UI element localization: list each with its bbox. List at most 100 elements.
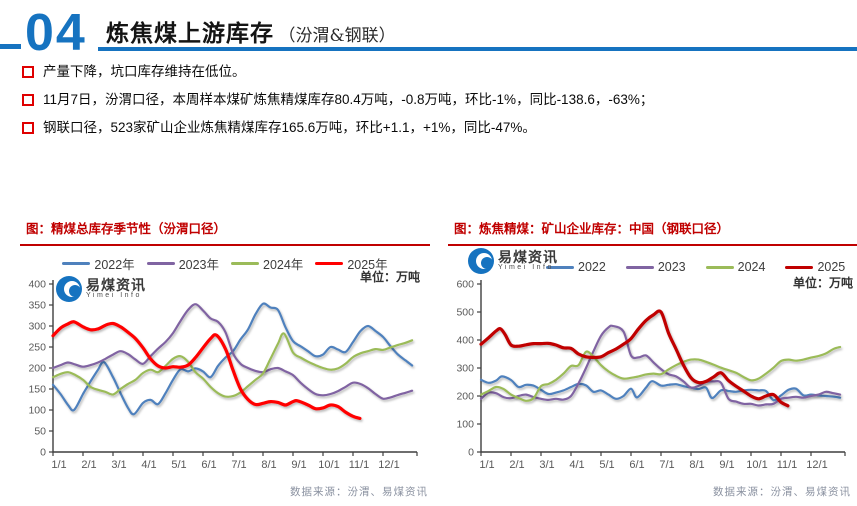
legend-item-2024: 2024年: [231, 254, 303, 273]
bullet-square-icon: [22, 94, 34, 106]
legend-label: 2023: [657, 260, 686, 274]
y-tick-label: 400: [456, 335, 474, 347]
y-tick-label: 400: [28, 279, 46, 291]
bullet-square-icon: [22, 66, 34, 78]
chart-title-rule: [448, 244, 857, 246]
legend-swatch: [625, 265, 654, 269]
series-line-2025: [479, 309, 790, 408]
y-tick-label: 50: [34, 426, 46, 438]
yimei-logo-icon: [56, 276, 82, 302]
x-tick-label: 5/1: [171, 459, 186, 471]
bullet-text: 11月7日，汾渭口径，本周样本煤矿炼焦精煤库存80.4万吨，-0.8万吨，环比-…: [43, 92, 654, 107]
bullet-item: 钢联口径，523家矿山企业炼焦精煤库存165.6万吨，环比+1.1，+1%，同比…: [22, 120, 653, 136]
series-line-2024: [479, 345, 842, 402]
x-tick-label: 6/1: [629, 459, 644, 471]
legend-label: 2025年: [347, 258, 388, 272]
series-line-2023: [479, 324, 842, 407]
legend-item-2024: 2024: [705, 260, 766, 274]
legend-swatch: [785, 265, 814, 269]
y-tick-label: 300: [28, 321, 46, 333]
x-tick-label: 10/1: [318, 459, 339, 471]
y-tick-label: 350: [28, 300, 46, 312]
watermark-en: Yimei Info: [498, 264, 554, 271]
x-tick-label: 7/1: [659, 459, 674, 471]
fenwei-inventory-line-chart: 0 50 100 150 200 250 300 350 400 1/1 2/1 3/1 4/1 5/1 6…: [28, 279, 418, 471]
x-tick-label: 3/1: [111, 459, 126, 471]
yimei-watermark-logo: 易煤资讯 Yimei Info: [468, 248, 558, 274]
legend-item-2023: 2023年: [146, 254, 219, 273]
y-tick-label: 500: [456, 307, 474, 319]
legend-label: 2024年: [263, 258, 304, 272]
page-title-row: 炼焦煤上游库存 （汾渭&钢联）: [106, 14, 396, 48]
chart-panel-fenwei: 图：精煤总库存季节性（汾渭口径） 2022年 2023年 2024年 2025年 单位…: [20, 218, 430, 506]
page-subtitle: （汾渭&钢联）: [278, 26, 396, 46]
x-tick-label: 1/1: [479, 459, 494, 471]
x-tick-label: 8/1: [261, 459, 276, 471]
section-number: 04: [25, 4, 87, 62]
legend-item-2022: 2022: [546, 260, 606, 274]
y-tick-label: 0: [468, 447, 474, 459]
chart-legend: 2022年 2023年 2024年 2025年: [20, 254, 430, 273]
x-tick-label: 4/1: [141, 459, 156, 471]
y-tick-label: 150: [28, 384, 46, 396]
y-tick-label: 250: [28, 342, 46, 354]
header-rule: [98, 47, 857, 51]
x-tick-label: 2/1: [509, 459, 524, 471]
chart-title-rule: [20, 244, 430, 246]
series-line-2024: [51, 332, 414, 398]
x-tick-label: 4/1: [569, 459, 584, 471]
x-tick-label: 11/1: [349, 459, 370, 471]
watermark-cn: 易煤资讯: [498, 249, 558, 265]
chart-title: 图：精煤总库存季节性（汾渭口径）: [26, 222, 227, 236]
yimei-watermark-logo: 易煤资讯 Yimei Info: [56, 276, 146, 302]
y-tick-label: 100: [28, 405, 46, 417]
legend-label: 2025: [817, 260, 846, 274]
unit-label: 单位：万吨: [792, 276, 853, 290]
series-line-2022: [479, 375, 842, 402]
y-tick-label: 100: [456, 419, 474, 431]
data-source-label: 数据来源：汾渭、易煤资讯: [290, 486, 428, 498]
bullet-square-icon: [22, 122, 34, 134]
y-tick-label: 0: [40, 447, 46, 459]
x-tick-label: 5/1: [599, 459, 614, 471]
y-tick-label: 600: [456, 279, 474, 291]
x-tick-label: 12/1: [806, 459, 827, 471]
x-tick-label: 2/1: [81, 459, 96, 471]
ganglian-inventory-line-chart: 0 100 200 300 400 500 600 1/1 2/1 3/1 4/1 5/1 6/1 7/1…: [456, 279, 846, 471]
unit-label: 单位：万吨: [359, 270, 420, 284]
legend-label: 2024: [737, 260, 766, 274]
x-tick-label: 10/1: [746, 459, 767, 471]
legend-item-2022: 2022年: [62, 254, 135, 273]
legend-swatch: [146, 262, 175, 265]
legend-swatch: [231, 262, 259, 265]
legend-label: 2023年: [178, 258, 219, 272]
watermark-en: Yimei Info: [86, 292, 142, 299]
x-tick-label: 7/1: [231, 459, 246, 471]
data-source-label: 数据来源：汾渭、易煤资讯: [713, 486, 851, 498]
legend-item-2025: 2025: [785, 260, 845, 274]
legend-swatch: [705, 265, 734, 269]
x-tick-label: 6/1: [201, 459, 216, 471]
x-tick-label: 9/1: [719, 459, 734, 471]
y-tick-label: 300: [456, 363, 474, 375]
legend-label: 2022年: [94, 258, 135, 272]
x-tick-label: 9/1: [291, 459, 306, 471]
series-line-2023: [51, 303, 414, 400]
legend-label: 2022: [578, 260, 606, 274]
legend-swatch: [546, 265, 574, 269]
x-tick-label: 1/1: [51, 459, 66, 471]
watermark-cn: 易煤资讯: [86, 277, 146, 293]
legend-swatch: [62, 262, 91, 265]
x-tick-label: 12/1: [378, 459, 399, 471]
bullet-text: 产量下降，坑口库存维持在低位。: [43, 64, 246, 79]
y-tick-label: 200: [28, 363, 46, 375]
legend-item-2023: 2023: [625, 260, 686, 274]
legend-swatch: [315, 262, 344, 265]
header-accent-dash: [0, 44, 21, 49]
x-tick-label: 8/1: [689, 459, 704, 471]
chart-title: 图：炼焦精煤：矿山企业库存：中国（钢联口径）: [454, 222, 730, 236]
x-tick-label: 3/1: [539, 459, 554, 471]
y-tick-label: 200: [456, 391, 474, 403]
bullet-item: 11月7日，汾渭口径，本周样本煤矿炼焦精煤库存80.4万吨，-0.8万吨，环比-…: [22, 92, 653, 108]
